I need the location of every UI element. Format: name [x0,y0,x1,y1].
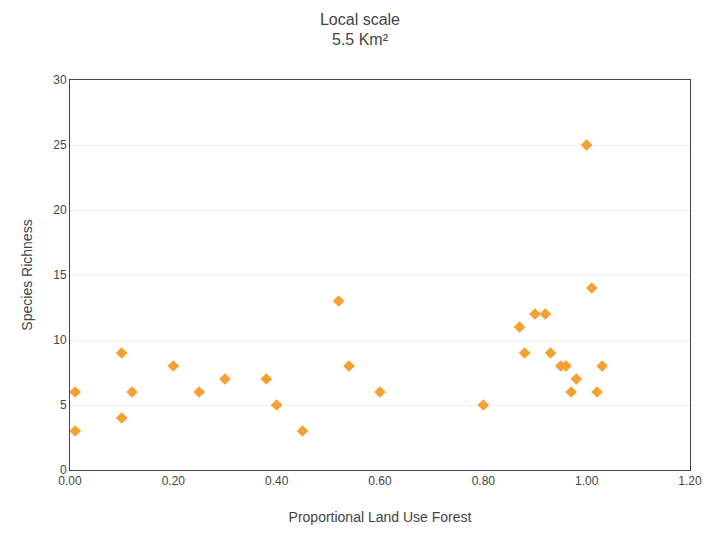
svg-text:25: 25 [53,138,67,152]
svg-text:15: 15 [53,268,67,282]
svg-text:0.40: 0.40 [265,474,289,488]
svg-text:0.80: 0.80 [472,474,496,488]
svg-text:1.00: 1.00 [575,474,599,488]
svg-text:Species Richness: Species Richness [19,219,35,330]
svg-text:Local scale5.5 Km²: Local scale5.5 Km² [320,11,400,49]
svg-text:10: 10 [53,333,67,347]
svg-text:0: 0 [60,463,67,477]
svg-text:0.00: 0.00 [58,474,82,488]
svg-text:20: 20 [53,203,67,217]
svg-text:0.20: 0.20 [162,474,186,488]
svg-text:30: 30 [53,73,67,87]
svg-text:Proportional Land Use Forest: Proportional Land Use Forest [289,509,472,525]
svg-text:0.60: 0.60 [368,474,392,488]
svg-text:5: 5 [60,398,67,412]
svg-text:1.20: 1.20 [678,474,702,488]
